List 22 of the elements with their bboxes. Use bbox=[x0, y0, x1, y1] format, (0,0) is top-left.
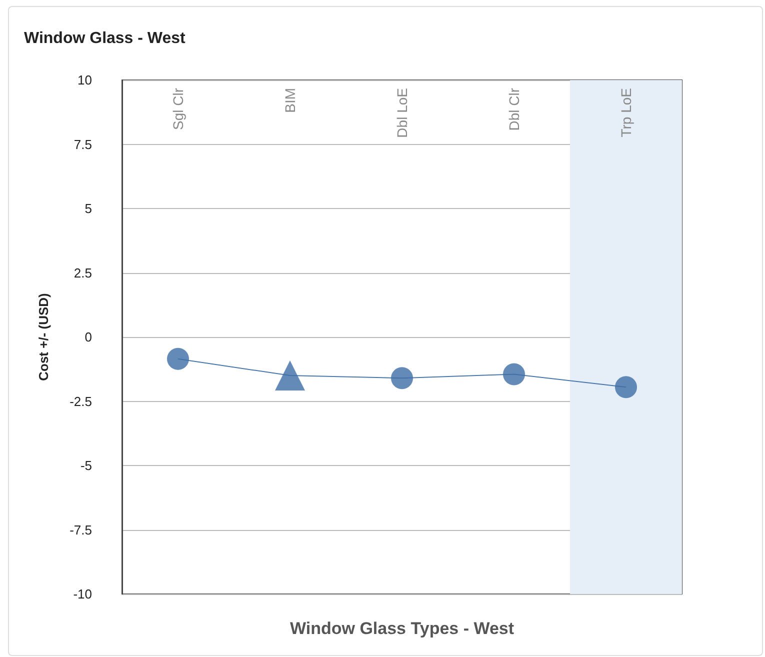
y-axis-title: Cost +/- (USD) bbox=[36, 293, 51, 381]
point bbox=[503, 363, 525, 386]
x-tick-label: Dbl LoE bbox=[394, 88, 410, 138]
y-tick-label: -2.5 bbox=[70, 394, 92, 409]
x-tick-label: BIM bbox=[282, 88, 298, 113]
chart-title: Window Glass - West bbox=[24, 30, 186, 48]
y-tick-label: -5 bbox=[80, 458, 92, 473]
y-tick-label: 10 bbox=[78, 72, 92, 88]
x-tick-label: Dbl Clr bbox=[506, 88, 522, 131]
x-axis-title: Window Glass Types - West bbox=[290, 619, 514, 638]
point bbox=[391, 367, 413, 390]
point bbox=[615, 376, 637, 398]
y-tick-label: 0 bbox=[84, 330, 92, 344]
y-tick-label: -7.5 bbox=[70, 522, 92, 538]
point bbox=[167, 348, 189, 370]
x-tick-label: Trp LoE bbox=[618, 88, 634, 138]
y-tick-label: 2.5 bbox=[74, 265, 92, 280]
point bbox=[275, 360, 305, 391]
y-tick-label: 7.5 bbox=[74, 136, 92, 152]
x-tick-label: Sgl Clr bbox=[170, 88, 186, 130]
y-tick-label: 5 bbox=[84, 201, 92, 216]
y-tick-label: -10 bbox=[73, 586, 92, 602]
